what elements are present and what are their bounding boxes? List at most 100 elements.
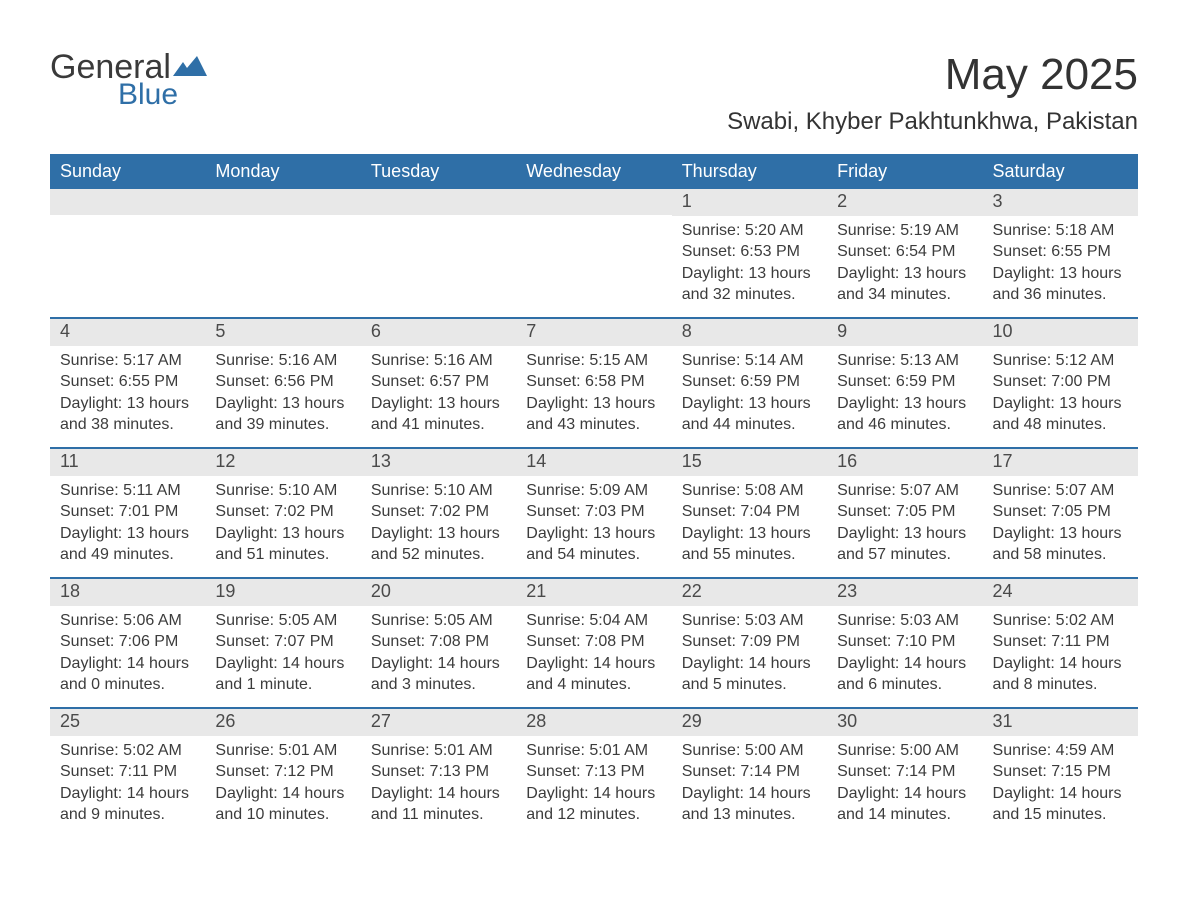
- sunrise-line: Sunrise: 5:01 AM: [371, 740, 506, 762]
- day-cell: 18Sunrise: 5:06 AMSunset: 7:06 PMDayligh…: [50, 579, 205, 707]
- day-cell: 21 Sunrise: 5:04 AMSunset: 7:08 PMDayligh…: [516, 579, 671, 707]
- day-cell: 16Sunrise: 5:07 AMSunset: 7:05 PMDayligh…: [827, 449, 982, 577]
- day-cell: [50, 189, 205, 317]
- sunset-line: Sunset: 6:53 PM: [682, 241, 817, 263]
- calendar: Sunday Monday Tuesday Wednesday Thursday…: [50, 154, 1138, 837]
- sunrise-line: Sunrise: 5:09 AM: [526, 480, 661, 502]
- flag-icon: [173, 56, 207, 78]
- day-details: Sunrise: 5:02 AMSunset: 7:11 PMDaylight:…: [983, 606, 1138, 706]
- day-details: Sunrise: 5:09 AMSunset: 7:03 PMDaylight:…: [516, 476, 671, 576]
- sunset-line: Sunset: 7:14 PM: [682, 761, 817, 783]
- sunrise-line: Sunrise: 5:16 AM: [371, 350, 506, 372]
- sunrise-line: Sunrise: 5:02 AM: [993, 610, 1128, 632]
- weekday-header: Thursday: [672, 154, 827, 189]
- daylight-line: Daylight: 13 hours and 39 minutes.: [215, 393, 350, 436]
- day-cell: 22Sunrise: 5:03 AMSunset: 7:09 PMDayligh…: [672, 579, 827, 707]
- weekday-header: Wednesday: [516, 154, 671, 189]
- day-number: 26: [205, 709, 360, 736]
- day-cell: 6Sunrise: 5:16 AMSunset: 6:57 PMDaylight…: [361, 319, 516, 447]
- day-number: 29: [672, 709, 827, 736]
- day-details: Sunrise: 5:07 AMSunset: 7:05 PMDaylight:…: [983, 476, 1138, 576]
- sunrise-line: Sunrise: 5:20 AM: [682, 220, 817, 242]
- sunset-line: Sunset: 7:09 PM: [682, 631, 817, 653]
- sunset-line: Sunset: 6:57 PM: [371, 371, 506, 393]
- day-details: Sunrise: 5:16 AMSunset: 6:56 PMDaylight:…: [205, 346, 360, 446]
- sunrise-line: Sunrise: 5:05 AM: [215, 610, 350, 632]
- week-row: 11Sunrise: 5:11 AMSunset: 7:01 PMDayligh…: [50, 447, 1138, 577]
- daylight-line: Daylight: 13 hours and 48 minutes.: [993, 393, 1128, 436]
- daylight-line: Daylight: 14 hours and 8 minutes.: [993, 653, 1128, 696]
- daylight-line: Daylight: 13 hours and 49 minutes.: [60, 523, 195, 566]
- day-number: 16: [827, 449, 982, 476]
- weekday-header-row: Sunday Monday Tuesday Wednesday Thursday…: [50, 154, 1138, 189]
- sunrise-line: Sunrise: 5:10 AM: [371, 480, 506, 502]
- daylight-line: Daylight: 14 hours and 11 minutes.: [371, 783, 506, 826]
- day-details: Sunrise: 5:13 AMSunset: 6:59 PMDaylight:…: [827, 346, 982, 446]
- daylight-line: Daylight: 14 hours and 5 minutes.: [682, 653, 817, 696]
- day-cell: 2 Sunrise: 5:19 AMSunset: 6:54 PMDaylight…: [827, 189, 982, 317]
- day-number: 23: [827, 579, 982, 606]
- day-cell: [205, 189, 360, 317]
- day-cell: 11Sunrise: 5:11 AMSunset: 7:01 PMDayligh…: [50, 449, 205, 577]
- sunset-line: Sunset: 6:59 PM: [837, 371, 972, 393]
- day-number: 21: [516, 579, 671, 606]
- day-cell: 7Sunrise: 5:15 AMSunset: 6:58 PMDaylight…: [516, 319, 671, 447]
- day-number: 3: [983, 189, 1138, 216]
- day-number: 19: [205, 579, 360, 606]
- daylight-line: Daylight: 14 hours and 0 minutes.: [60, 653, 195, 696]
- day-number: 5: [205, 319, 360, 346]
- sunset-line: Sunset: 7:14 PM: [837, 761, 972, 783]
- week-row: 18Sunrise: 5:06 AMSunset: 7:06 PMDayligh…: [50, 577, 1138, 707]
- day-cell: 20Sunrise: 5:05 AMSunset: 7:08 PMDayligh…: [361, 579, 516, 707]
- daylight-line: Daylight: 14 hours and 12 minutes.: [526, 783, 661, 826]
- day-details: Sunrise: 5:17 AMSunset: 6:55 PMDaylight:…: [50, 346, 205, 446]
- day-number: 7: [516, 319, 671, 346]
- day-number: 20: [361, 579, 516, 606]
- day-number: 15: [672, 449, 827, 476]
- sunrise-line: Sunrise: 5:12 AM: [993, 350, 1128, 372]
- sunrise-line: Sunrise: 5:04 AM: [526, 610, 661, 632]
- sunrise-line: Sunrise: 5:07 AM: [837, 480, 972, 502]
- day-number: 2: [827, 189, 982, 216]
- day-cell: [361, 189, 516, 317]
- day-details: Sunrise: 5:01 AMSunset: 7:12 PMDaylight:…: [205, 736, 360, 836]
- daylight-line: Daylight: 14 hours and 4 minutes.: [526, 653, 661, 696]
- sunset-line: Sunset: 7:00 PM: [993, 371, 1128, 393]
- day-cell: 12Sunrise: 5:10 AMSunset: 7:02 PMDayligh…: [205, 449, 360, 577]
- title-block: May 2025 Swabi, Khyber Pakhtunkhwa, Paki…: [727, 50, 1138, 136]
- day-number: 6: [361, 319, 516, 346]
- day-number: 17: [983, 449, 1138, 476]
- location-subtitle: Swabi, Khyber Pakhtunkhwa, Pakistan: [727, 108, 1138, 136]
- sunset-line: Sunset: 7:07 PM: [215, 631, 350, 653]
- sunset-line: Sunset: 6:54 PM: [837, 241, 972, 263]
- sunset-line: Sunset: 7:06 PM: [60, 631, 195, 653]
- week-row: 25Sunrise: 5:02 AMSunset: 7:11 PMDayligh…: [50, 707, 1138, 837]
- sunset-line: Sunset: 7:03 PM: [526, 501, 661, 523]
- sunset-line: Sunset: 7:08 PM: [526, 631, 661, 653]
- sunset-line: Sunset: 7:11 PM: [993, 631, 1128, 653]
- day-details: Sunrise: 5:10 AMSunset: 7:02 PMDaylight:…: [361, 476, 516, 576]
- weekday-header: Sunday: [50, 154, 205, 189]
- day-cell: 9Sunrise: 5:13 AMSunset: 6:59 PMDaylight…: [827, 319, 982, 447]
- day-cell: 5Sunrise: 5:16 AMSunset: 6:56 PMDaylight…: [205, 319, 360, 447]
- sunrise-line: Sunrise: 5:19 AM: [837, 220, 972, 242]
- day-cell: 8Sunrise: 5:14 AMSunset: 6:59 PMDaylight…: [672, 319, 827, 447]
- daylight-line: Daylight: 13 hours and 34 minutes.: [837, 263, 972, 306]
- daylight-line: Daylight: 13 hours and 38 minutes.: [60, 393, 195, 436]
- sunrise-line: Sunrise: 5:06 AM: [60, 610, 195, 632]
- sunrise-line: Sunrise: 5:13 AM: [837, 350, 972, 372]
- day-details: Sunrise: 5:08 AMSunset: 7:04 PMDaylight:…: [672, 476, 827, 576]
- day-details: Sunrise: 5:15 AMSunset: 6:58 PMDaylight:…: [516, 346, 671, 446]
- day-number: 1: [672, 189, 827, 216]
- day-cell: 4Sunrise: 5:17 AMSunset: 6:55 PMDaylight…: [50, 319, 205, 447]
- daylight-line: Daylight: 13 hours and 43 minutes.: [526, 393, 661, 436]
- day-number: 25: [50, 709, 205, 736]
- day-number: [516, 189, 671, 215]
- day-details: Sunrise: 5:01 AMSunset: 7:13 PMDaylight:…: [516, 736, 671, 836]
- day-number: 24: [983, 579, 1138, 606]
- daylight-line: Daylight: 13 hours and 58 minutes.: [993, 523, 1128, 566]
- daylight-line: Daylight: 13 hours and 44 minutes.: [682, 393, 817, 436]
- sunrise-line: Sunrise: 5:08 AM: [682, 480, 817, 502]
- day-details: Sunrise: 5:06 AMSunset: 7:06 PMDaylight:…: [50, 606, 205, 706]
- daylight-line: Daylight: 14 hours and 6 minutes.: [837, 653, 972, 696]
